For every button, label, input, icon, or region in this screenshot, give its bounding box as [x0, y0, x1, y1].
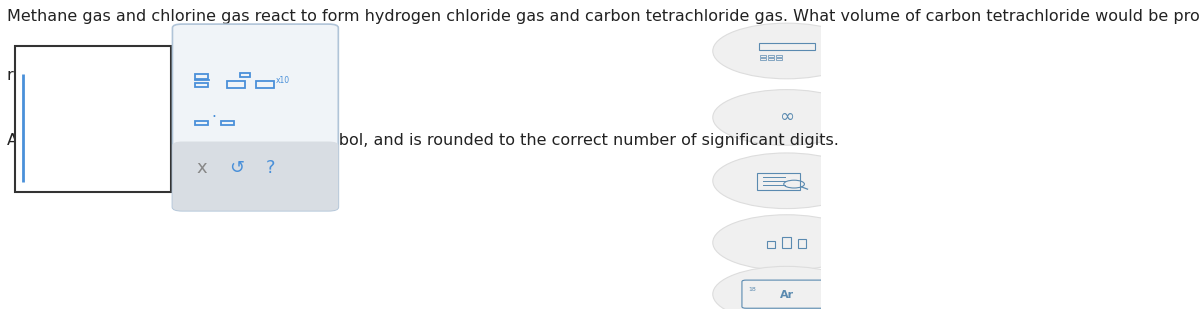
Text: of methane were consumed?: of methane were consumed? — [101, 68, 338, 83]
FancyBboxPatch shape — [173, 24, 338, 211]
Bar — [760, 55, 766, 57]
Text: Methane gas and chlorine gas react to form hydrogen chloride gas and carbon tetr: Methane gas and chlorine gas react to fo… — [6, 9, 1200, 24]
Text: 18: 18 — [749, 287, 756, 292]
FancyBboxPatch shape — [173, 142, 338, 211]
Bar — [14, 46, 170, 192]
Bar — [768, 58, 774, 60]
Circle shape — [713, 23, 860, 79]
Bar — [196, 74, 208, 79]
Bar — [775, 55, 781, 57]
Bar — [227, 81, 245, 88]
Bar — [196, 83, 208, 87]
Bar — [775, 58, 781, 60]
Text: ∞: ∞ — [779, 108, 794, 126]
Bar — [221, 121, 234, 125]
Text: Also, be sure your answer has a unit symbol, and is rounded to the correct numbe: Also, be sure your answer has a unit sym… — [6, 133, 839, 148]
Bar — [757, 173, 799, 190]
Text: x10: x10 — [276, 76, 290, 85]
Text: x: x — [197, 159, 208, 177]
Text: ?: ? — [266, 159, 276, 177]
Text: ·: · — [212, 109, 217, 125]
Bar — [257, 81, 275, 88]
Text: Ar: Ar — [780, 290, 793, 300]
Bar — [182, 145, 329, 182]
Bar — [194, 121, 208, 125]
Bar — [760, 58, 766, 60]
Bar — [758, 43, 815, 50]
Circle shape — [713, 266, 860, 309]
Bar — [240, 73, 250, 77]
Bar — [768, 55, 774, 57]
Circle shape — [713, 153, 860, 209]
Circle shape — [713, 90, 860, 145]
Bar — [767, 241, 775, 248]
Text: ↺: ↺ — [229, 159, 244, 177]
Bar — [782, 237, 791, 248]
Text: reaction if 5.0 m: reaction if 5.0 m — [6, 68, 139, 83]
Circle shape — [713, 215, 860, 270]
Text: 3: 3 — [92, 57, 100, 67]
Bar — [798, 239, 806, 248]
